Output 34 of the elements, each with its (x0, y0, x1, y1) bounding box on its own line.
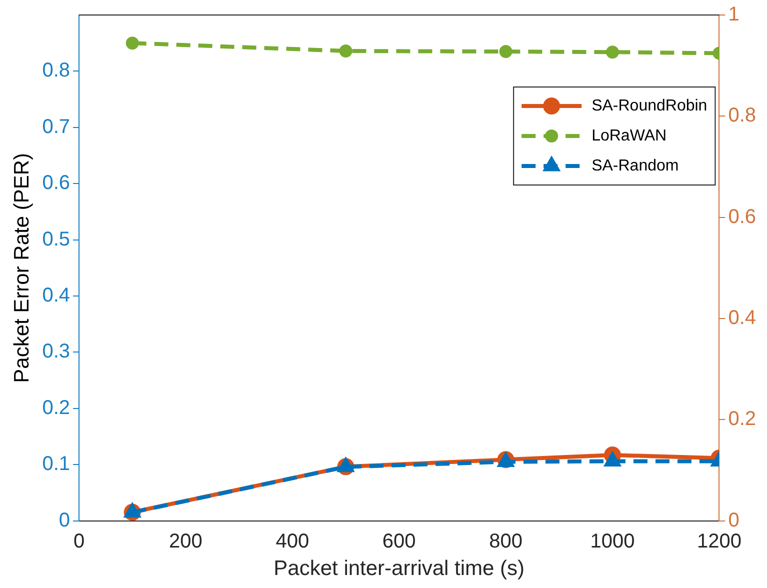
x-tick-label: 1200 (696, 530, 742, 552)
point (338, 458, 354, 472)
point (126, 36, 139, 50)
y-tick-label: 0.7 (42, 116, 70, 138)
y-tick-label: 0.2 (42, 396, 70, 419)
y-tick-label: 0.6 (42, 172, 70, 194)
y2-tick-label: 0 (728, 509, 740, 532)
x-axis-title: Packet inter-arrival time (s) (274, 557, 525, 580)
x-tick-label: 1000 (590, 530, 635, 552)
y-tick-label: 0.3 (42, 340, 70, 363)
y-tick-label: 0.1 (42, 453, 70, 476)
y2-tick-label: 1 (728, 4, 740, 26)
point (604, 452, 620, 466)
legend-label: SA-RoundRobin (592, 97, 708, 114)
x-tick-label: 400 (276, 530, 310, 552)
y2-tick-label: 0.6 (728, 206, 756, 228)
y2-tick-label: 0.4 (728, 306, 756, 329)
legend-label: LoRaWAN (592, 127, 667, 144)
point (499, 45, 512, 58)
y-tick-label: 0.4 (42, 284, 70, 307)
y-axis-title: Packet Error Rate (PER) (10, 152, 34, 383)
point (339, 44, 352, 58)
x-tick-label: 800 (489, 530, 522, 552)
y2-tick-label: 0.2 (728, 408, 756, 430)
y-tick-label: 0 (58, 509, 70, 532)
x-tick-label: 200 (169, 530, 202, 552)
x-tick-label: 600 (382, 530, 416, 552)
x-tick-label: 0 (73, 530, 85, 552)
y-tick-label: 0.8 (42, 60, 70, 82)
legend-label: SA-Random (592, 157, 679, 174)
y-tick-label: 0.5 (42, 228, 70, 250)
point (124, 504, 140, 518)
point (606, 46, 619, 59)
y2-tick-label: 0.8 (728, 104, 756, 127)
